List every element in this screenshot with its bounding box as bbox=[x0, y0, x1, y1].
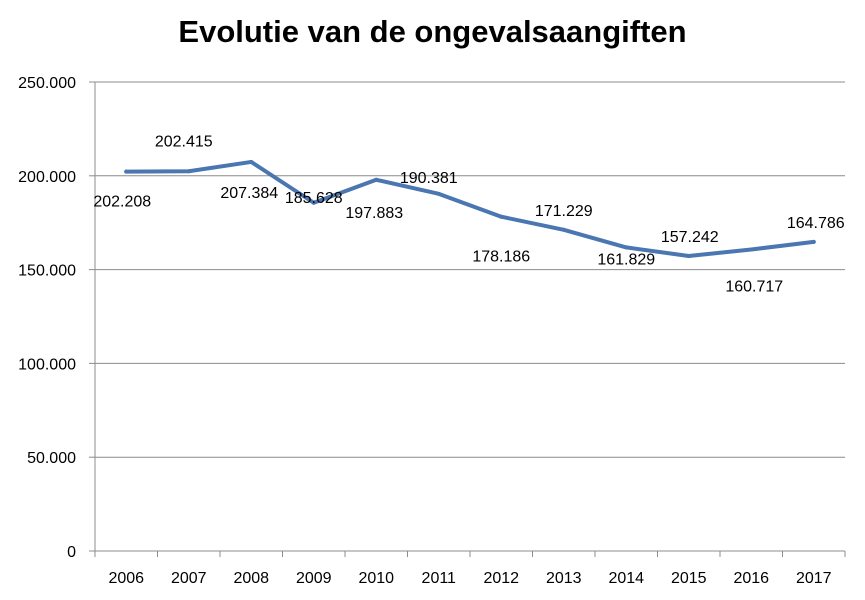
x-tick-label: 2017 bbox=[796, 570, 832, 587]
x-tick-label: 2011 bbox=[422, 570, 457, 587]
x-tick-label: 2007 bbox=[171, 570, 207, 587]
x-tick-label: 2014 bbox=[608, 570, 644, 587]
data-point bbox=[811, 239, 816, 244]
y-tick-label: 50.000 bbox=[27, 450, 76, 467]
data-label: 161.829 bbox=[597, 251, 655, 268]
data-point bbox=[499, 214, 504, 219]
data-point bbox=[436, 191, 441, 196]
series-line bbox=[124, 159, 816, 259]
x-tick-label: 2016 bbox=[733, 570, 769, 587]
data-label: 185.628 bbox=[285, 190, 343, 207]
y-tick-label: 250.000 bbox=[18, 75, 76, 92]
data-point bbox=[186, 169, 191, 174]
data-label: 190.381 bbox=[400, 170, 458, 187]
data-label: 202.208 bbox=[93, 194, 151, 211]
data-point bbox=[749, 247, 754, 252]
data-label: 171.229 bbox=[535, 203, 593, 220]
x-tick-label: 2009 bbox=[296, 570, 332, 587]
data-label: 197.883 bbox=[345, 205, 403, 222]
data-label: 178.186 bbox=[472, 249, 530, 266]
data-point bbox=[561, 227, 566, 232]
data-point bbox=[249, 159, 254, 164]
data-label: 164.786 bbox=[787, 215, 845, 232]
data-label: 160.717 bbox=[725, 278, 783, 295]
data-label: 157.242 bbox=[661, 229, 719, 246]
data-point bbox=[686, 254, 691, 259]
data-point bbox=[311, 200, 316, 205]
x-tick-label: 2008 bbox=[233, 570, 269, 587]
x-tick-label: 2010 bbox=[358, 570, 394, 587]
x-tick-label: 2012 bbox=[483, 570, 519, 587]
y-tick-label: 200.000 bbox=[18, 169, 76, 186]
x-tick-label: 2006 bbox=[108, 570, 144, 587]
x-tick-label: 2013 bbox=[546, 570, 582, 587]
y-tick-label: 100.000 bbox=[18, 356, 76, 373]
data-point bbox=[374, 177, 379, 182]
x-tick-label: 2015 bbox=[671, 570, 707, 587]
data-label: 207.384 bbox=[220, 185, 278, 202]
data-point bbox=[124, 169, 129, 174]
data-point bbox=[624, 245, 629, 250]
chart-title: Evolutie van de ongevalsaangiften bbox=[178, 14, 687, 49]
y-tick-label: 0 bbox=[67, 544, 76, 561]
y-tick-label: 150.000 bbox=[18, 263, 76, 280]
data-label: 202.415 bbox=[155, 133, 213, 150]
